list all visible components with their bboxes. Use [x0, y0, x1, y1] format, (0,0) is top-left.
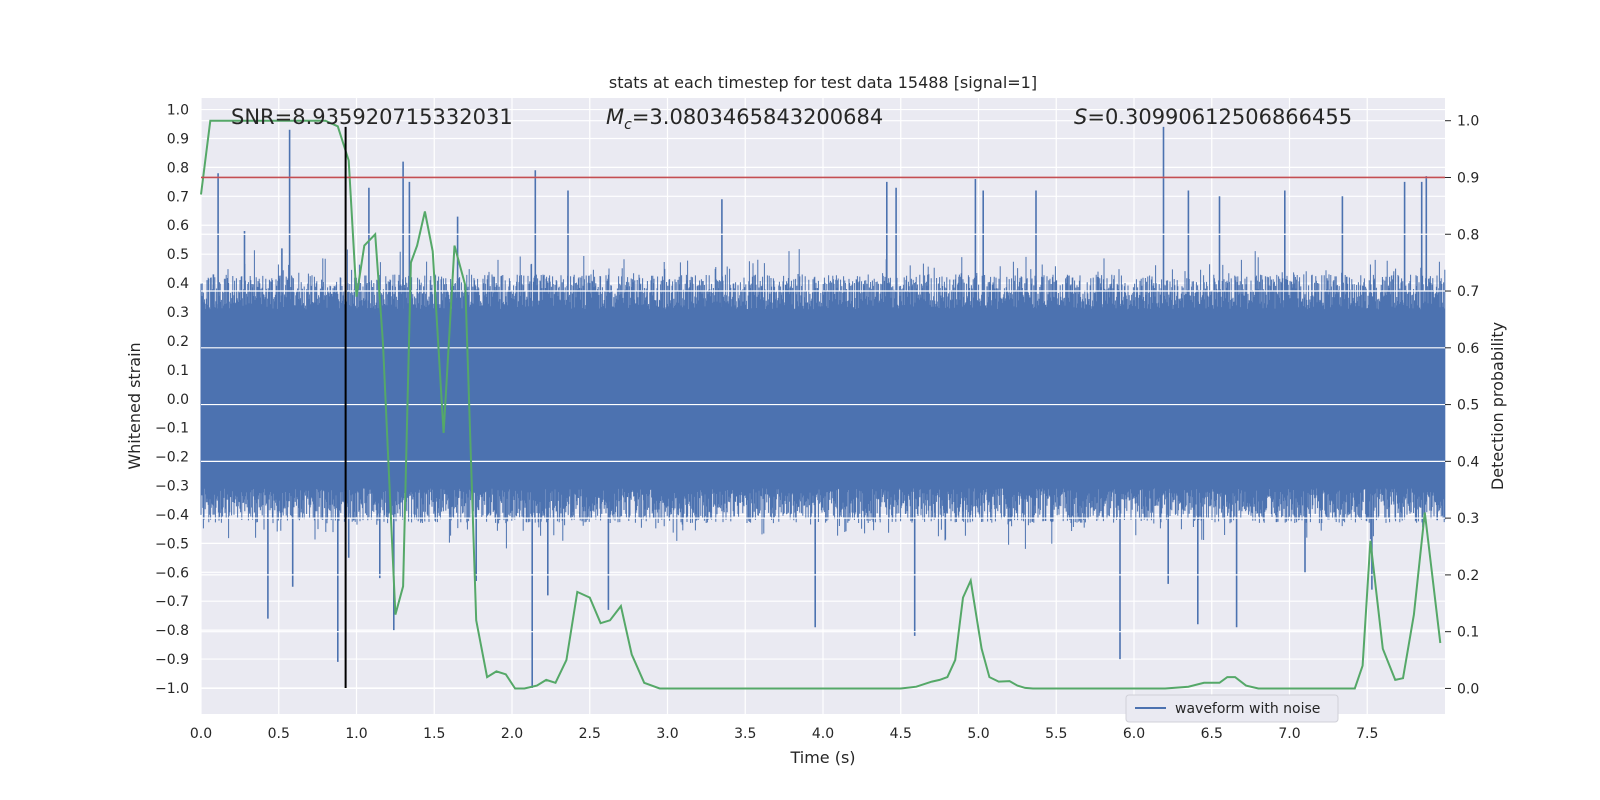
- y-right-tick-label: 0.0: [1457, 681, 1479, 697]
- y-left-tick-label: 0.9: [167, 131, 189, 147]
- y-left-tick-label: 0.1: [167, 363, 189, 379]
- y-right-tick-label: 0.1: [1457, 625, 1479, 641]
- x-tick-label: 0.0: [190, 726, 212, 742]
- s-annotation: S=0.30990612506866455: [1074, 105, 1352, 129]
- x-tick-label: 6.0: [1123, 726, 1145, 742]
- y-right-tick-label: 1.0: [1457, 114, 1479, 130]
- y-right-tick-label: 0.8: [1457, 227, 1479, 243]
- s-value: =0.30990612506866455: [1087, 105, 1352, 129]
- y-left-tick-label: −0.2: [155, 450, 189, 466]
- mc-symbol: M: [606, 105, 624, 129]
- waveform-spikes: [212, 126, 1438, 688]
- y-left-tick-label: 1.0: [167, 103, 189, 119]
- x-tick-label: 5.5: [1045, 726, 1067, 742]
- annotations: [201, 126, 1445, 688]
- x-tick-label: 4.5: [890, 726, 912, 742]
- y-axis-left-title: Whitened strain: [125, 342, 144, 469]
- y-left-tick-label: 0.7: [167, 189, 189, 205]
- y-left-tick-label: −0.4: [155, 507, 189, 523]
- s-symbol: S: [1074, 105, 1087, 129]
- x-tick-label: 6.5: [1201, 726, 1223, 742]
- x-tick-label: 3.0: [656, 726, 678, 742]
- y-left-tick-label: 0.2: [167, 334, 189, 350]
- y-right-tick-label: 0.3: [1457, 511, 1479, 527]
- y-right-tick-label: 0.9: [1457, 170, 1479, 186]
- y-left-tick-label: −0.9: [155, 652, 189, 668]
- y-right-tick-label: 0.5: [1457, 398, 1479, 414]
- x-tick-label: 7.5: [1356, 726, 1378, 742]
- y-left-tick-label: −0.6: [155, 565, 189, 581]
- waveform-noise-line: [200, 249, 1446, 549]
- mc-value: =3.0803465843200684: [632, 105, 883, 129]
- x-tick-label: 1.5: [423, 726, 445, 742]
- y-left-tick-label: −0.8: [155, 623, 189, 639]
- y-right-tick-label: 0.6: [1457, 341, 1479, 357]
- detection-probability-line: [200, 119, 1442, 690]
- x-tick-label: 1.0: [345, 726, 367, 742]
- y-axis-right-title: Detection probability: [1488, 322, 1507, 490]
- y-left-tick-label: 0.0: [167, 392, 189, 408]
- y-left-tick-label: 0.6: [167, 218, 189, 234]
- ticks: 0.0 0.5 1.0 1.5 2.0 2.5 3.0 3.5 4.0 4.5 5.0 5.5 6.0 6…: [155, 103, 1479, 742]
- legend: waveform with noise: [1125, 694, 1339, 723]
- x-tick-label: 2.0: [501, 726, 523, 742]
- x-tick-label: 0.5: [268, 726, 290, 742]
- y-left-tick-label: −0.7: [155, 594, 189, 610]
- probability-series: [200, 119, 1442, 690]
- y-left-tick-label: 0.4: [167, 276, 189, 292]
- snr-annotation: SNR=8.935920715332031: [231, 105, 513, 129]
- x-tick-label: 3.5: [734, 726, 756, 742]
- mc-subscript: c: [624, 117, 632, 133]
- y-left-tick-label: 0.3: [167, 305, 189, 321]
- x-tick-label: 5.0: [967, 726, 989, 742]
- legend-box: [1125, 694, 1339, 723]
- x-axis-title: Time (s): [789, 748, 855, 767]
- x-tick-label: 7.0: [1278, 726, 1300, 742]
- y-left-tick-label: −0.3: [155, 479, 189, 495]
- y-left-tick-label: −1.0: [155, 681, 189, 697]
- x-tick-label: 2.5: [579, 726, 601, 742]
- y-left-tick-label: −0.5: [155, 536, 189, 552]
- x-tick-label: 4.0: [812, 726, 834, 742]
- y-right-tick-label: 0.2: [1457, 568, 1479, 584]
- chirp-mass-annotation: Mc=3.0803465843200684: [606, 105, 883, 133]
- y-right-tick-label: 0.4: [1457, 454, 1479, 470]
- y-left-tick-label: 0.5: [167, 247, 189, 263]
- legend-label: waveform with noise: [1175, 701, 1320, 717]
- chart-title: stats at each timestep for test data 154…: [609, 73, 1037, 92]
- y-left-tick-label: 0.8: [167, 160, 189, 176]
- y-right-tick-label: 0.7: [1457, 284, 1479, 300]
- y-left-tick-label: −0.1: [155, 421, 189, 437]
